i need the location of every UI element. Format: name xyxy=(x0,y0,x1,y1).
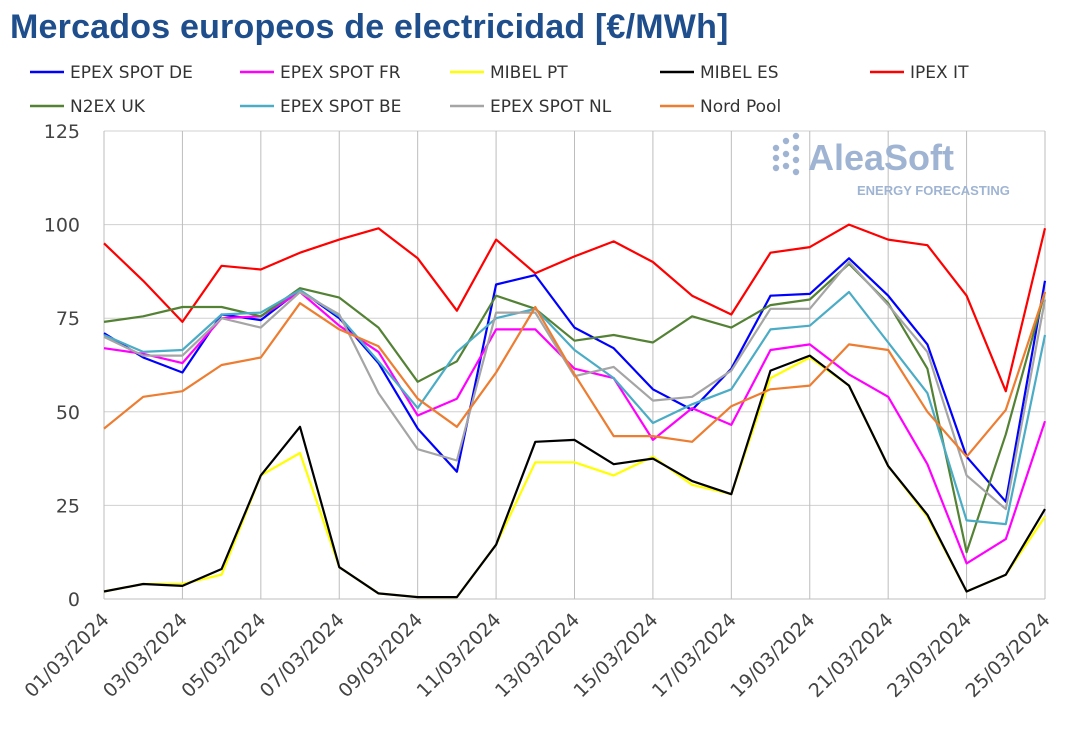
aleasoft-logo: AleaSoft ENERGY FORECASTING xyxy=(772,132,1010,198)
y-tick-label: 25 xyxy=(56,495,80,517)
series-line-mibel-es xyxy=(103,354,1046,599)
logo-tagline: ENERGY FORECASTING xyxy=(857,183,1010,198)
legend-label: EPEX SPOT DE xyxy=(70,63,193,83)
logo-dot xyxy=(782,137,790,145)
series-line-epex-spot-de xyxy=(103,257,1047,503)
chart-title: Mercados europeos de electricidad [€/MWh… xyxy=(10,8,729,46)
logo-dot xyxy=(772,164,780,172)
logo-dot xyxy=(792,132,800,140)
series-line-n2ex-uk xyxy=(103,262,1047,554)
y-tick-label: 50 xyxy=(56,402,80,424)
logo-dot xyxy=(792,168,800,176)
series-line-ipex-it xyxy=(103,223,1047,393)
legend-label: Nord Pool xyxy=(700,97,781,117)
logo-dot xyxy=(772,154,780,162)
legend-label: IPEX IT xyxy=(910,63,969,83)
logo-dot xyxy=(782,150,790,158)
logo-dot xyxy=(792,144,800,152)
y-tick-label: 100 xyxy=(44,215,80,237)
series-line-epex-spot-be xyxy=(103,289,1047,526)
logo-dot xyxy=(772,144,780,152)
legend-label: MIBEL ES xyxy=(700,63,779,83)
logo-name: AleaSoft xyxy=(808,137,954,178)
series-line-nord-pool xyxy=(103,291,1047,458)
y-tick-label: 125 xyxy=(44,121,80,143)
logo-dot xyxy=(792,156,800,164)
legend-label: EPEX SPOT BE xyxy=(280,97,401,117)
legend-label: EPEX SPOT NL xyxy=(490,97,612,117)
y-tick-label: 0 xyxy=(68,589,80,611)
x-tick-label: 25/03/2024 xyxy=(962,609,1055,702)
logo-dot xyxy=(782,162,790,170)
y-tick-label: 75 xyxy=(56,308,80,330)
legend-label: MIBEL PT xyxy=(490,63,568,83)
legend-label: EPEX SPOT FR xyxy=(280,63,401,83)
legend-label: N2EX UK xyxy=(70,97,146,117)
